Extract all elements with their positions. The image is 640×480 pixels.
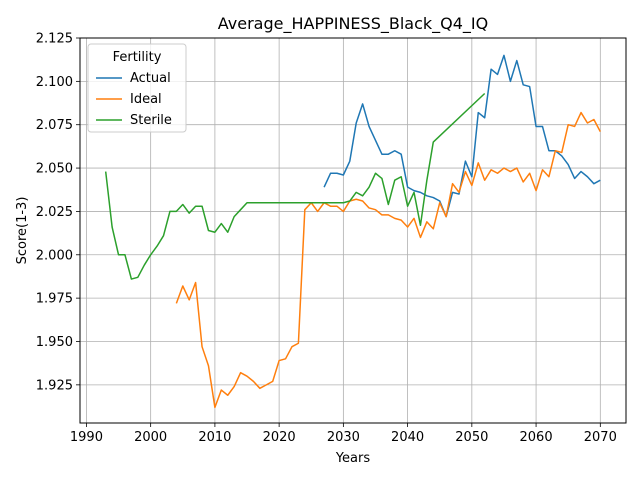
legend-entries: Actual Ideal Sterile	[96, 71, 172, 128]
legend-title: Fertility	[113, 50, 162, 65]
series-line-ideal	[175, 111, 601, 409]
x-tick-label: 1990	[70, 430, 103, 445]
x-axis-label: Years	[335, 451, 371, 466]
y-tick-label: 2.000	[36, 248, 73, 263]
series-lines	[104, 54, 601, 409]
y-tick-label: 2.050	[36, 162, 73, 177]
legend-label-ideal: Ideal	[130, 92, 162, 107]
y-tick-label: 2.025	[36, 205, 73, 220]
y-axis-label: Score(1-3)	[15, 197, 30, 265]
x-tick-label: 2030	[327, 430, 360, 445]
x-tick-label: 2040	[391, 430, 424, 445]
legend-label-actual: Actual	[130, 71, 171, 86]
y-tick-label: 2.075	[36, 118, 73, 133]
y-tick-label: 1.975	[36, 292, 73, 307]
x-tick-label: 2020	[263, 430, 296, 445]
series-line-sterile	[104, 92, 486, 280]
x-tick-label: 2050	[455, 430, 488, 445]
legend-box	[87, 43, 187, 133]
chart-title: Average_HAPPINESS_Black_Q4_IQ	[218, 14, 488, 34]
y-tick-label: 2.125	[36, 32, 73, 47]
legend-label-sterile: Sterile	[130, 113, 172, 128]
plot-frame	[79, 37, 627, 424]
axis-ticks: 1990 2000 2010 2020 2030 2040 2050 2060 2070 1.92…	[36, 32, 617, 446]
y-tick-label: 2.100	[36, 75, 73, 90]
series-line-actual	[323, 54, 601, 218]
gridlines	[80, 37, 626, 423]
y-tick-label: 1.950	[36, 335, 73, 350]
x-tick-label: 2000	[134, 430, 167, 445]
y-tick-label: 1.925	[36, 378, 73, 393]
x-tick-label: 2060	[520, 430, 553, 445]
x-tick-label: 2010	[198, 430, 231, 445]
legend: Fertility Actual Ideal Sterile	[87, 43, 187, 133]
x-tick-label: 2070	[584, 430, 617, 445]
